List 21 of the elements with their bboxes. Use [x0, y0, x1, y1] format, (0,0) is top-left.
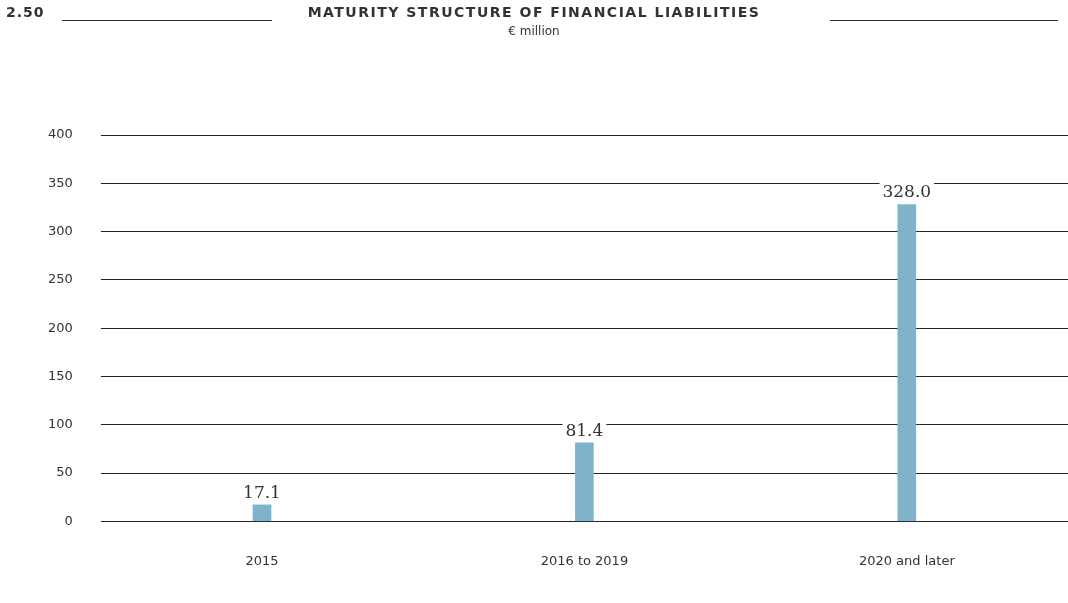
x-tick-label: 2015: [245, 552, 279, 568]
y-tick-label: 350: [47, 174, 73, 190]
chart-title: MATURITY STRUCTURE OF FINANCIAL LIABILITIES: [307, 4, 761, 20]
y-tick-label: 300: [47, 222, 73, 238]
y-tick-label: 250: [47, 271, 73, 287]
data-label: 81.4: [565, 419, 604, 440]
bar: [897, 204, 917, 522]
text: 2.50: [6, 4, 45, 20]
bar: [575, 442, 594, 522]
bar: [252, 504, 272, 522]
y-tick-label: 150: [47, 367, 73, 383]
y-tick-label: 0: [64, 512, 73, 528]
data-label: 17.1: [243, 481, 281, 502]
y-tick-label: 400: [47, 126, 73, 142]
y-tick-label: 100: [47, 416, 73, 432]
data-label: 328.0: [882, 181, 932, 202]
y-tick-label: 200: [47, 319, 73, 335]
x-tick-label: 2020 and later: [858, 552, 956, 568]
y-tick-label: 50: [56, 464, 73, 480]
x-tick-label: 2016 to 2019: [540, 552, 629, 568]
chart-subtitle: € million: [507, 24, 561, 38]
